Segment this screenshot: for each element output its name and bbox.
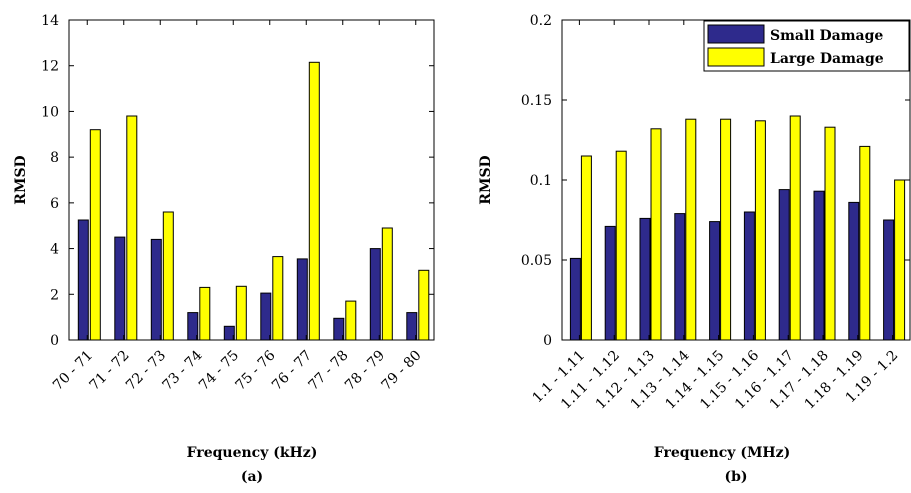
bar-large-damage-b-5 [754,120,766,341]
bar-small-damage-b-0 [569,257,581,341]
subplot-label-b: (b) [724,469,747,485]
y-tick-label-a-2: 4 [50,242,59,258]
bar-large-damage-b-0 [580,155,592,341]
y-tick-label-b-3: 0.15 [521,93,552,109]
bar-small-damage-a-0 [77,219,89,341]
bar-large-damage-b-7 [824,126,836,341]
bar-large-damage-b-2 [650,128,662,341]
y-tick-label-a-5: 10 [41,104,59,120]
bars-a [77,61,430,341]
bar-small-damage-a-1 [114,236,126,341]
x-axis-label-b: Frequency (MHz) [654,445,791,461]
x-tick-label-a-6: 76 - 77 [269,348,315,394]
bar-large-damage-b-6 [789,115,801,341]
y-tick-label-a-1: 2 [50,287,59,303]
subplot-label-a: (a) [241,469,263,485]
bar-small-damage-b-9 [883,219,895,341]
legend-label-large-damage: Large Damage [770,51,884,67]
y-tick-label-b-4: 0.2 [530,13,552,29]
bar-small-damage-a-4 [223,325,235,341]
x-axis-label-a: Frequency (kHz) [187,445,318,461]
y-axis-label-a: RMSD [13,155,29,204]
bar-small-damage-a-2 [150,238,162,341]
y-axis-label-b: RMSD [478,155,494,204]
chart-b: 00.050.10.150.2 1.1 - 1.111.11 - 1.121.1… [478,13,911,485]
x-tick-label-a-0: 70 - 71 [50,348,96,394]
y-ticks-b: 0 0.05 0.1 0.15 0.2 [521,13,910,349]
x-tick-label-a-7: 77 - 78 [305,348,351,394]
bar-large-damage-a-1 [126,115,138,341]
bar-small-damage-b-7 [813,190,825,341]
bar-large-damage-a-6 [308,61,320,341]
y-tick-label-a-0: 0 [50,333,59,349]
legend-swatch-large-damage [707,47,765,67]
bar-small-damage-b-6 [778,189,790,341]
bar-small-damage-a-6 [296,258,308,341]
bar-large-damage-a-2 [162,211,174,341]
bar-large-damage-b-3 [685,118,697,341]
bar-small-damage-a-5 [260,292,272,341]
bar-small-damage-b-1 [604,225,616,341]
bar-large-damage-a-5 [272,256,284,341]
bar-large-damage-a-7 [345,300,357,341]
y-tick-label-b-0: 0 [543,333,552,349]
bar-small-damage-a-8 [369,248,381,341]
bar-large-damage-b-9 [894,179,906,341]
bar-large-damage-a-0 [89,129,101,341]
y-tick-label-a-4: 8 [50,150,59,166]
bar-large-damage-a-4 [235,285,247,341]
y-tick-label-a-6: 12 [41,59,59,75]
bar-large-damage-b-1 [615,150,627,341]
y-tick-label-a-3: 6 [50,196,59,212]
bar-large-damage-b-8 [859,145,871,341]
y-tick-label-a-7: 14 [41,13,59,29]
x-tick-label-a-2: 72 - 73 [123,348,169,394]
bars-b [569,115,906,341]
legend: Small Damage Large Damage [703,20,910,72]
bar-small-damage-a-3 [187,312,199,341]
bar-small-damage-a-9 [406,312,418,341]
legend-label-small-damage: Small Damage [770,28,883,44]
bar-small-damage-b-2 [639,217,651,341]
bar-small-damage-b-5 [743,211,755,341]
bar-small-damage-b-8 [848,201,860,341]
plot-frame-a [68,19,435,341]
y-tick-label-b-2: 0.1 [530,173,552,189]
bar-large-damage-b-4 [720,118,732,341]
bar-small-damage-b-4 [709,221,721,341]
x-tick-label-a-3: 73 - 74 [159,347,205,393]
x-tick-label-a-4: 74 - 75 [196,348,242,394]
legend-swatch-small-damage [707,24,765,44]
y-tick-label-b-1: 0.05 [521,253,552,269]
y-ticks-a: 0 2 4 6 8 10 12 14 [41,13,434,349]
x-tick-label-a-1: 71 - 72 [86,348,132,394]
bar-large-damage-a-9 [418,269,430,341]
bar-large-damage-a-8 [381,227,393,341]
bar-small-damage-b-3 [674,213,686,341]
bar-small-damage-a-7 [333,317,345,341]
x-tick-label-a-8: 78 - 79 [342,348,388,394]
x-tick-label-a-5: 75 - 76 [232,347,278,393]
x-tick-label-a-9: 79 - 80 [378,348,424,394]
bar-large-damage-a-3 [199,286,211,341]
